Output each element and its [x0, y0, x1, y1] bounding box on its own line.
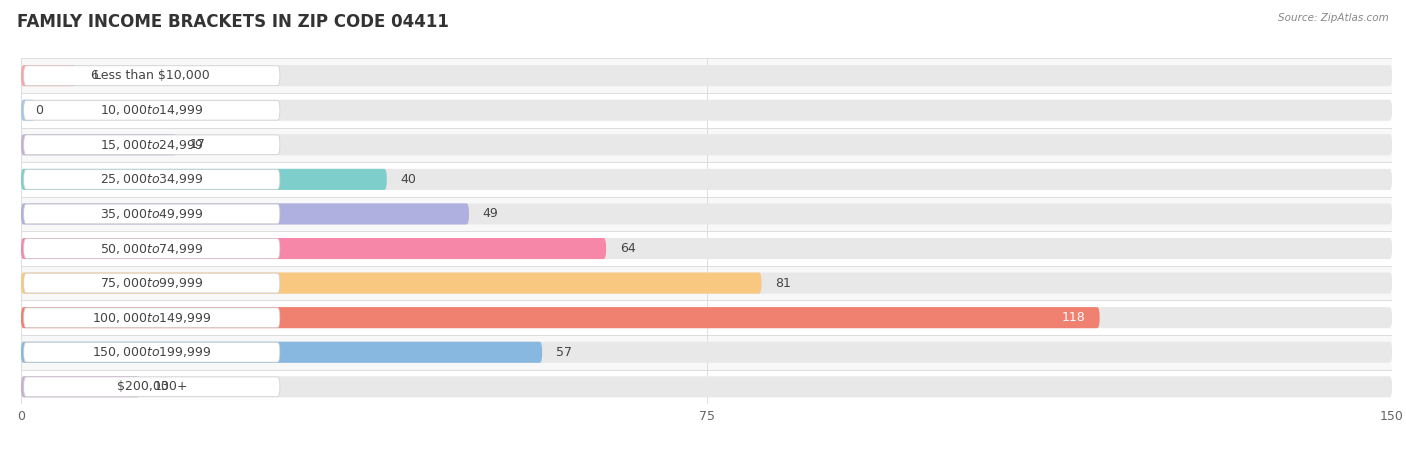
- Text: 6: 6: [90, 69, 97, 82]
- Bar: [21, 58, 1392, 93]
- FancyBboxPatch shape: [21, 100, 1392, 121]
- Text: $10,000 to $14,999: $10,000 to $14,999: [100, 103, 204, 117]
- Text: $100,000 to $149,999: $100,000 to $149,999: [91, 311, 211, 325]
- Text: $200,000+: $200,000+: [117, 380, 187, 393]
- Text: 118: 118: [1062, 311, 1085, 324]
- Bar: [21, 162, 1392, 197]
- FancyBboxPatch shape: [21, 203, 470, 224]
- Bar: [21, 231, 1392, 266]
- FancyBboxPatch shape: [21, 134, 177, 155]
- FancyBboxPatch shape: [24, 273, 280, 293]
- FancyBboxPatch shape: [21, 307, 1392, 328]
- FancyBboxPatch shape: [21, 238, 1392, 259]
- FancyBboxPatch shape: [21, 65, 76, 86]
- FancyBboxPatch shape: [21, 376, 1392, 397]
- FancyBboxPatch shape: [21, 203, 1392, 224]
- Text: Source: ZipAtlas.com: Source: ZipAtlas.com: [1278, 13, 1389, 23]
- FancyBboxPatch shape: [21, 376, 141, 397]
- FancyBboxPatch shape: [24, 66, 280, 85]
- FancyBboxPatch shape: [21, 342, 543, 363]
- Text: 81: 81: [775, 277, 792, 290]
- FancyBboxPatch shape: [21, 134, 1392, 155]
- Text: 17: 17: [190, 138, 207, 151]
- Bar: [21, 128, 1392, 162]
- FancyBboxPatch shape: [21, 342, 1392, 363]
- FancyBboxPatch shape: [24, 343, 280, 362]
- FancyBboxPatch shape: [21, 65, 1392, 86]
- Text: $25,000 to $34,999: $25,000 to $34,999: [100, 172, 204, 186]
- FancyBboxPatch shape: [24, 377, 280, 396]
- FancyBboxPatch shape: [24, 239, 280, 258]
- Text: $15,000 to $24,999: $15,000 to $24,999: [100, 138, 204, 152]
- Bar: [21, 370, 1392, 404]
- Bar: [21, 197, 1392, 231]
- FancyBboxPatch shape: [24, 170, 280, 189]
- Text: 64: 64: [620, 242, 636, 255]
- Bar: [21, 266, 1392, 300]
- FancyBboxPatch shape: [24, 308, 280, 327]
- Text: 0: 0: [35, 104, 42, 117]
- Text: 13: 13: [153, 380, 169, 393]
- Text: 49: 49: [482, 207, 498, 220]
- FancyBboxPatch shape: [21, 169, 1392, 190]
- Bar: [21, 93, 1392, 128]
- FancyBboxPatch shape: [21, 169, 387, 190]
- Text: Less than $10,000: Less than $10,000: [94, 69, 209, 82]
- FancyBboxPatch shape: [21, 238, 606, 259]
- Text: $150,000 to $199,999: $150,000 to $199,999: [91, 345, 211, 359]
- Text: 40: 40: [401, 173, 416, 186]
- FancyBboxPatch shape: [21, 100, 35, 121]
- FancyBboxPatch shape: [24, 135, 280, 154]
- Bar: [21, 300, 1392, 335]
- FancyBboxPatch shape: [21, 307, 1099, 328]
- Text: FAMILY INCOME BRACKETS IN ZIP CODE 04411: FAMILY INCOME BRACKETS IN ZIP CODE 04411: [17, 13, 449, 31]
- Text: $75,000 to $99,999: $75,000 to $99,999: [100, 276, 204, 290]
- Bar: [21, 335, 1392, 370]
- FancyBboxPatch shape: [24, 204, 280, 224]
- Text: $35,000 to $49,999: $35,000 to $49,999: [100, 207, 204, 221]
- FancyBboxPatch shape: [21, 273, 762, 294]
- Text: $50,000 to $74,999: $50,000 to $74,999: [100, 242, 204, 255]
- FancyBboxPatch shape: [24, 101, 280, 120]
- Text: 57: 57: [555, 346, 572, 359]
- FancyBboxPatch shape: [21, 273, 1392, 294]
